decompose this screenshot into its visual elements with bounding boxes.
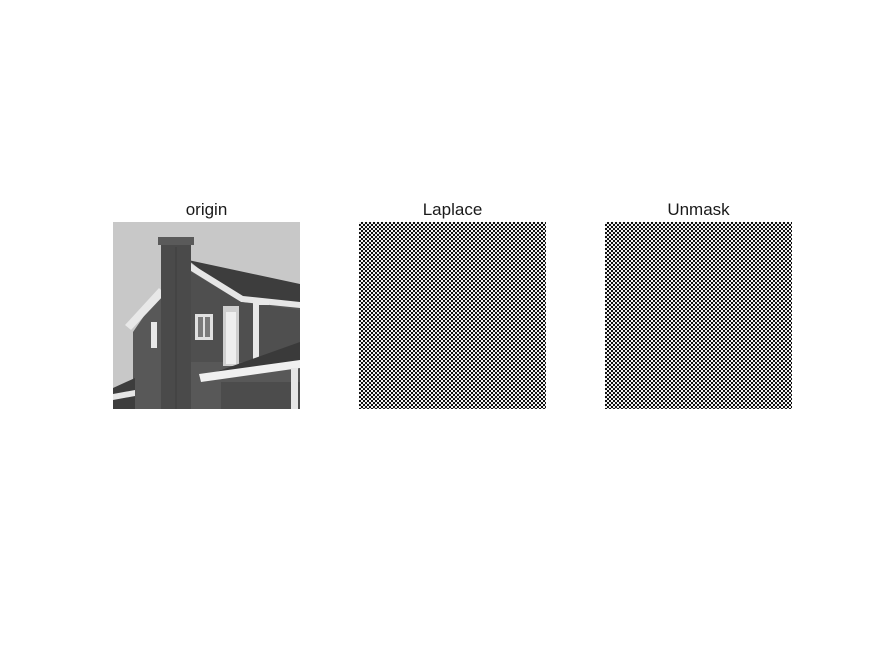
panel-laplace: Laplace (359, 198, 546, 409)
panel-title-unmask: Unmask (667, 200, 730, 219)
origin-house-image (113, 222, 300, 409)
unmask-filtered-image (605, 222, 792, 409)
panel-title-laplace: Laplace (422, 200, 483, 219)
laplace-filtered-image (359, 222, 546, 409)
panel-unmask: Unmask (605, 198, 792, 409)
panel-origin: origin (113, 198, 300, 409)
panel-title-origin: origin (185, 200, 228, 219)
